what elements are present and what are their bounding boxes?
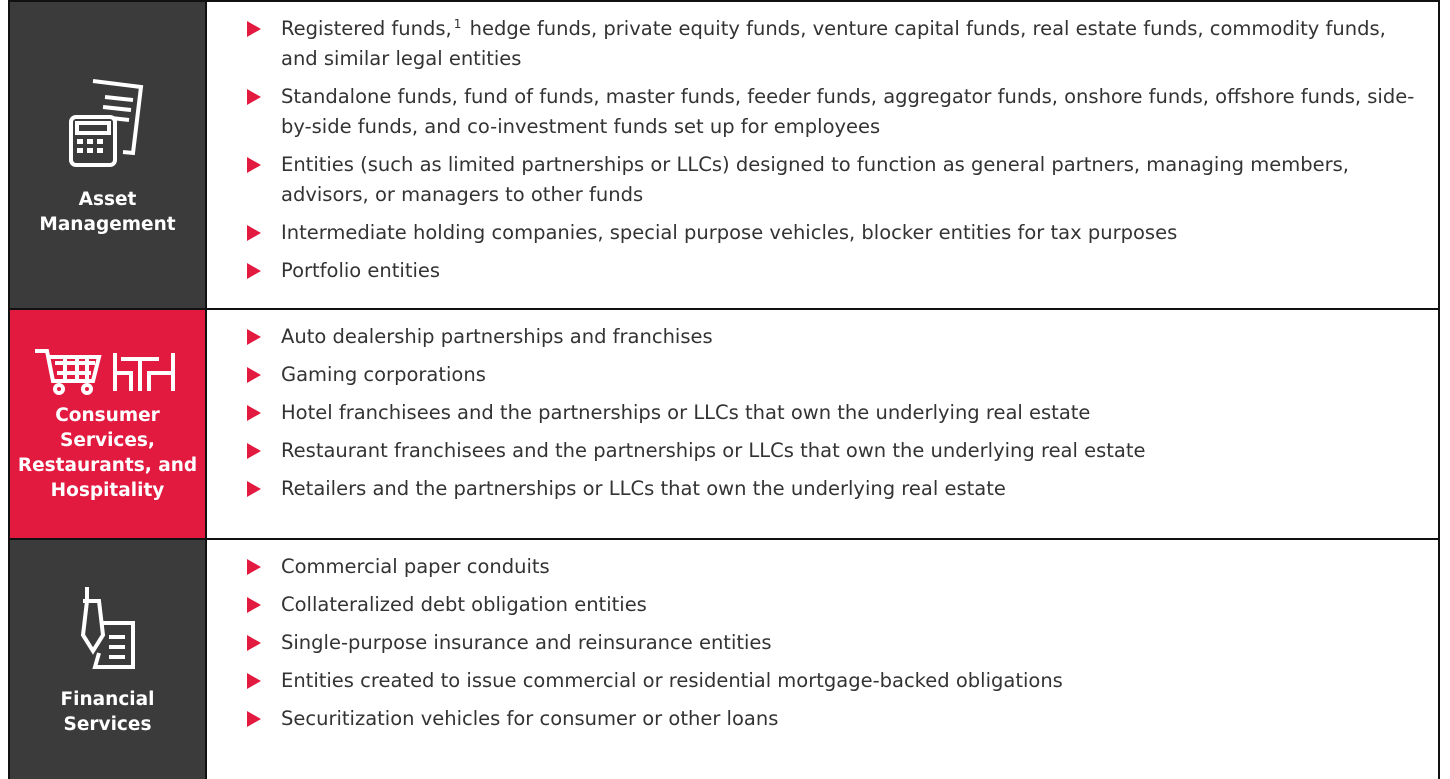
item-text: Auto dealership partnerships and franchi… (281, 325, 713, 348)
icon (34, 349, 175, 395)
bullet-item: Restaurant franchisees and the partnersh… (247, 436, 1418, 466)
item-text: Retailers and the partnerships or LLCs t… (281, 477, 1006, 500)
icon (68, 79, 143, 167)
bullet-list: Auto dealership partnerships and franchi… (247, 322, 1418, 504)
bullet-item: Single-purpose insurance and reinsurance… (247, 628, 1418, 658)
bullet-item: Collateralized debt obligation entities (247, 590, 1418, 620)
row: Financial Services Commercial paper cond… (10, 538, 1438, 779)
category-cell: Financial Services (10, 540, 207, 779)
category-cell: Consumer Services, Restaurants, and Hosp… (10, 310, 207, 538)
bullet-item: Securitization vehicles for consumer or … (247, 704, 1418, 734)
items-cell: Commercial paper conduits Collateralized … (207, 540, 1438, 779)
item-text: Registered funds, (281, 17, 452, 40)
bullet-list: Commercial paper conduits Collateralized … (247, 552, 1418, 734)
bullet-list: Registered funds, 1 hedge funds, private … (247, 14, 1418, 286)
category-label: Consumer Services, Restaurants, and Hosp… (17, 405, 198, 501)
table: Asset Management Registered funds, 1 hedg… (8, 0, 1440, 779)
category-cell: Asset Management (10, 2, 207, 308)
item-text: Collateralized debt obligation entities (281, 593, 647, 616)
item-text: hedge funds, private equity funds, ventu… (281, 17, 1386, 70)
item-text: Restaurant franchisees and the partnersh… (281, 439, 1146, 462)
bullet-item: Portfolio entities (247, 256, 1418, 286)
bullet-item: Auto dealership partnerships and franchi… (247, 322, 1418, 352)
row: Asset Management Registered funds, 1 hedg… (10, 0, 1438, 308)
item-text: Gaming corporations (281, 363, 486, 386)
item-text: Single-purpose insurance and reinsurance… (281, 631, 772, 654)
bullet-item: Entities created to issue commercial or … (247, 666, 1418, 696)
items-cell: Auto dealership partnerships and franchi… (207, 310, 1438, 538)
bullet-item: Standalone funds, fund of funds, master … (247, 82, 1418, 142)
item-text: Entities created to issue commercial or … (281, 669, 1063, 692)
item-text: Portfolio entities (281, 259, 441, 282)
bullet-item: Hotel franchisees and the partnerships o… (247, 398, 1418, 428)
items-cell: Registered funds, 1 hedge funds, private … (207, 2, 1438, 308)
bullet-item: Commercial paper conduits (247, 552, 1418, 582)
item-text: Securitization vehicles for consumer or … (281, 707, 779, 730)
item-text: Intermediate holding companies, special … (281, 221, 1178, 244)
item-text: Hotel franchisees and the partnerships o… (281, 401, 1091, 424)
bullet-item: Entities (such as limited partnerships o… (247, 150, 1418, 210)
category-label: Asset Management (39, 189, 176, 235)
item-text: Entities (such as limited partnerships o… (281, 153, 1349, 206)
item-text: Standalone funds, fund of funds, master … (281, 85, 1415, 138)
icon (80, 586, 135, 669)
bullet-item: Intermediate holding companies, special … (247, 218, 1418, 248)
bullet-item: Registered funds, 1 hedge funds, private … (247, 14, 1418, 74)
item-text: Commercial paper conduits (281, 555, 550, 578)
row: Consumer Services, Restaurants, and Hosp… (10, 308, 1438, 538)
bullet-item: Gaming corporations (247, 360, 1418, 390)
footnote-ref: 1 (453, 16, 462, 31)
category-label: Financial Services (60, 688, 155, 735)
bullet-item: Retailers and the partnerships or LLCs t… (247, 474, 1418, 504)
